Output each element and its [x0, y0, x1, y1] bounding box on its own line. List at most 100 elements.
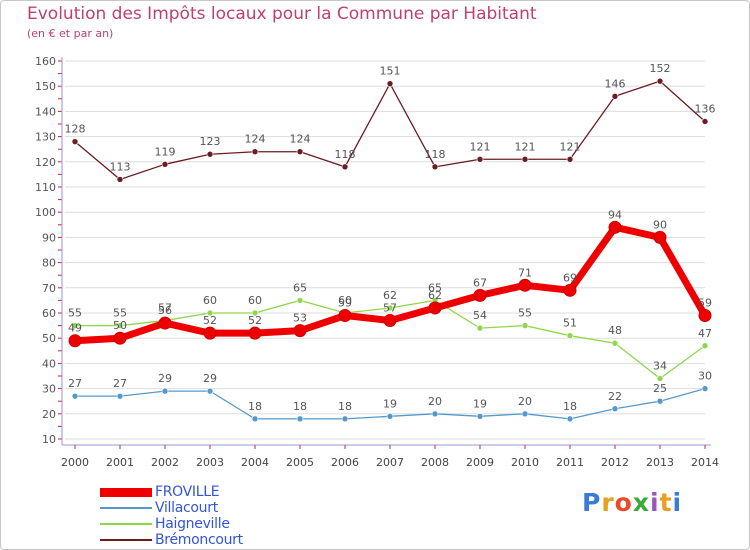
legend-label: Haigneville: [155, 516, 230, 532]
data-label: 60: [338, 294, 352, 307]
x-tick-label: 2002: [151, 456, 179, 469]
data-label: 56: [158, 304, 172, 317]
x-tick-label: 2004: [241, 456, 269, 469]
data-point: [341, 415, 349, 423]
y-tick-label: 60: [42, 307, 56, 320]
data-point: [611, 92, 619, 100]
data-label: 65: [293, 281, 307, 294]
data-point: [251, 415, 259, 423]
data-point: [566, 155, 574, 163]
data-label: 136: [695, 102, 716, 115]
x-tick-label: 2010: [511, 456, 539, 469]
data-label: 151: [380, 65, 401, 78]
data-point: [206, 387, 214, 395]
data-point: [206, 150, 214, 158]
data-point: [338, 309, 352, 323]
data-label: 18: [563, 400, 577, 413]
data-point: [521, 410, 529, 418]
y-tick-label: 30: [42, 383, 56, 396]
data-label: 57: [158, 302, 172, 315]
data-label: 124: [245, 133, 266, 146]
x-tick-label: 2008: [421, 456, 449, 469]
data-label: 59: [338, 297, 352, 310]
data-label: 67: [473, 276, 487, 289]
y-tick-label: 100: [35, 206, 56, 219]
legend-label: Brémoncourt: [155, 532, 243, 548]
data-label: 152: [650, 62, 671, 75]
legend-swatch: [100, 539, 152, 541]
data-point: [386, 413, 394, 420]
data-point: [68, 334, 82, 348]
data-point: [113, 331, 127, 345]
y-tick-label: 10: [42, 433, 56, 446]
legend-label: FROVILLE: [155, 484, 220, 500]
x-tick-label: 2005: [286, 456, 314, 469]
data-label: 146: [605, 77, 626, 90]
data-point: [566, 415, 574, 423]
data-point: [476, 413, 484, 420]
data-label: 55: [518, 307, 532, 320]
x-tick-label: 2006: [331, 456, 359, 469]
legend-swatch: [100, 507, 152, 509]
data-label: 121: [515, 140, 536, 153]
proxiti-logo: Proxiti: [582, 488, 683, 517]
data-label: 121: [470, 140, 491, 153]
data-point: [116, 176, 124, 183]
data-label: 65: [428, 281, 442, 294]
x-tick-label: 2007: [376, 456, 404, 469]
x-tick-label: 2012: [601, 456, 629, 469]
data-label: 90: [653, 218, 667, 231]
data-point: [116, 392, 124, 400]
data-point: [161, 161, 169, 168]
data-point: [296, 415, 304, 423]
data-point: [611, 339, 619, 347]
data-point: [518, 278, 532, 292]
data-label: 55: [68, 307, 82, 320]
data-label: 128: [65, 123, 86, 136]
data-point: [71, 322, 79, 329]
data-point: [203, 326, 217, 340]
data-point: [653, 230, 667, 244]
data-point: [656, 397, 664, 405]
data-label: 54: [473, 309, 487, 322]
data-label: 60: [203, 294, 217, 307]
data-label: 27: [113, 377, 127, 390]
y-tick-label: 130: [35, 131, 56, 144]
data-label: 119: [155, 145, 176, 158]
data-label: 20: [518, 395, 532, 408]
data-label: 94: [608, 208, 622, 221]
data-label: 34: [653, 360, 667, 373]
data-label: 18: [338, 400, 352, 413]
data-point: [701, 118, 709, 125]
data-label: 52: [203, 314, 217, 327]
series-line-brémoncourt: [74, 80, 706, 181]
data-label: 55: [113, 307, 127, 320]
x-tick-label: 2001: [106, 456, 134, 469]
data-point: [431, 163, 439, 171]
data-point: [248, 326, 262, 340]
data-point: [71, 392, 79, 400]
data-label: 118: [335, 148, 356, 161]
data-label: 60: [248, 294, 262, 307]
data-point: [383, 314, 397, 328]
data-point: [608, 220, 622, 234]
data-label: 51: [563, 317, 577, 330]
y-tick-label: 80: [42, 257, 56, 270]
data-point: [476, 324, 484, 332]
x-tick-label: 2013: [646, 456, 674, 469]
data-label: 25: [653, 382, 667, 395]
data-label: 30: [698, 370, 712, 383]
data-label: 113: [110, 160, 131, 173]
data-label: 59: [698, 297, 712, 310]
x-tick-label: 2003: [196, 456, 224, 469]
y-tick-label: 160: [35, 55, 56, 68]
legend-label: Villacourt: [155, 500, 218, 516]
legend-swatch: [100, 523, 152, 525]
data-label: 118: [425, 148, 446, 161]
data-point: [473, 288, 487, 302]
data-point: [293, 324, 307, 338]
data-label: 29: [158, 372, 172, 385]
data-point: [701, 342, 709, 350]
data-label: 47: [698, 327, 712, 340]
